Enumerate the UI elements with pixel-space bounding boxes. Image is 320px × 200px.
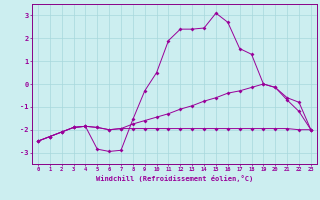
X-axis label: Windchill (Refroidissement éolien,°C): Windchill (Refroidissement éolien,°C) [96,175,253,182]
